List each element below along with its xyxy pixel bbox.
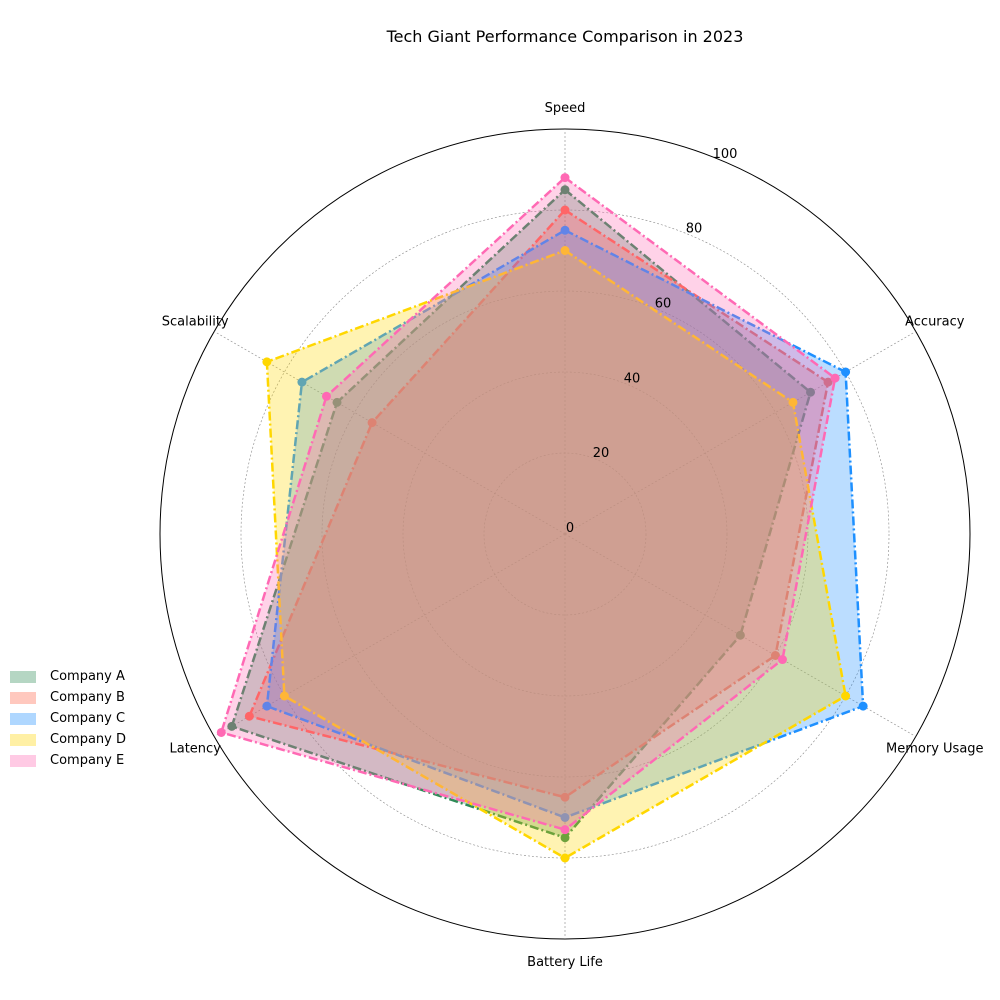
series-area [266, 230, 864, 818]
series-company-d [262, 246, 851, 863]
legend-swatch [10, 712, 36, 725]
radial-tick-label: 0 [566, 521, 574, 536]
series-company-b [244, 205, 833, 802]
series-layer [216, 173, 868, 863]
radial-tick-label: 20 [593, 446, 610, 461]
legend-swatch [10, 754, 36, 767]
axis-labels: Speed Accuracy Memory Usage Battery Life Lat… [162, 101, 984, 970]
data-point [560, 246, 570, 255]
radial-tick-label: 40 [624, 371, 641, 386]
data-point [560, 173, 570, 183]
data-point [244, 711, 254, 721]
data-point [841, 367, 851, 377]
data-point [788, 397, 798, 407]
legend-swatch [10, 691, 36, 704]
data-point [321, 391, 331, 401]
radial-tick-labels: 0 20 40 60 80 100 [566, 147, 738, 536]
axis-label: Accuracy [905, 315, 965, 330]
data-point [770, 651, 780, 660]
data-point [560, 853, 570, 863]
data-point [216, 727, 226, 737]
series-area [231, 189, 811, 838]
grid-spoke [214, 331, 566, 535]
data-point [858, 701, 868, 711]
data-point [332, 397, 342, 407]
legend-swatch [10, 670, 36, 683]
data-point [560, 205, 570, 215]
data-point [560, 185, 570, 195]
axis-label: Latency [170, 742, 222, 757]
radial-tick-label: 100 [713, 147, 738, 162]
legend-item: Company A [10, 666, 126, 687]
chart-title: Tech Giant Performance Comparison in 202… [386, 27, 744, 46]
data-point [367, 418, 377, 428]
data-point [262, 357, 272, 367]
data-point [830, 373, 840, 383]
legend-label: Company B [50, 690, 125, 705]
axis-label: Battery Life [527, 955, 603, 970]
legend-label: Company A [50, 669, 125, 684]
data-point [777, 655, 787, 665]
data-point [560, 225, 570, 235]
series-area [249, 210, 829, 798]
grid-spoke [214, 533, 566, 737]
legend-swatch [10, 733, 36, 746]
legend-label: Company D [50, 732, 126, 747]
data-point [823, 377, 833, 387]
grid-circle [402, 371, 728, 697]
grid-circle [321, 290, 809, 778]
grid-spoke [564, 331, 916, 535]
series-area [266, 250, 846, 858]
legend-item: Company D [10, 729, 126, 750]
legend-item: Company C [10, 708, 126, 729]
data-point [297, 377, 307, 387]
radial-tick-label: 60 [655, 296, 672, 311]
legend-label: Company E [50, 753, 125, 768]
data-point [560, 813, 570, 822]
legend-item: Company B [10, 687, 126, 708]
data-point [735, 630, 745, 640]
series-company-e [216, 173, 840, 835]
legend: Company A Company B Company C Company D Comp… [10, 666, 126, 771]
data-point [279, 691, 289, 701]
data-point [560, 792, 570, 802]
data-point [806, 387, 816, 397]
series-company-a [227, 185, 816, 843]
axis-label: Scalability [162, 315, 229, 330]
data-point [262, 701, 272, 711]
radial-tick-label: 80 [686, 222, 703, 237]
data-point [841, 691, 851, 701]
grid-spoke [564, 533, 916, 737]
data-point [227, 721, 237, 731]
legend-label: Company C [50, 711, 126, 726]
axis-label: Speed [545, 101, 586, 116]
axis-label: Memory Usage [886, 742, 984, 757]
legend-item: Company E [10, 750, 126, 771]
series-area [221, 177, 836, 830]
series-company-c [262, 225, 868, 822]
data-point [560, 825, 570, 835]
data-point [560, 833, 570, 843]
